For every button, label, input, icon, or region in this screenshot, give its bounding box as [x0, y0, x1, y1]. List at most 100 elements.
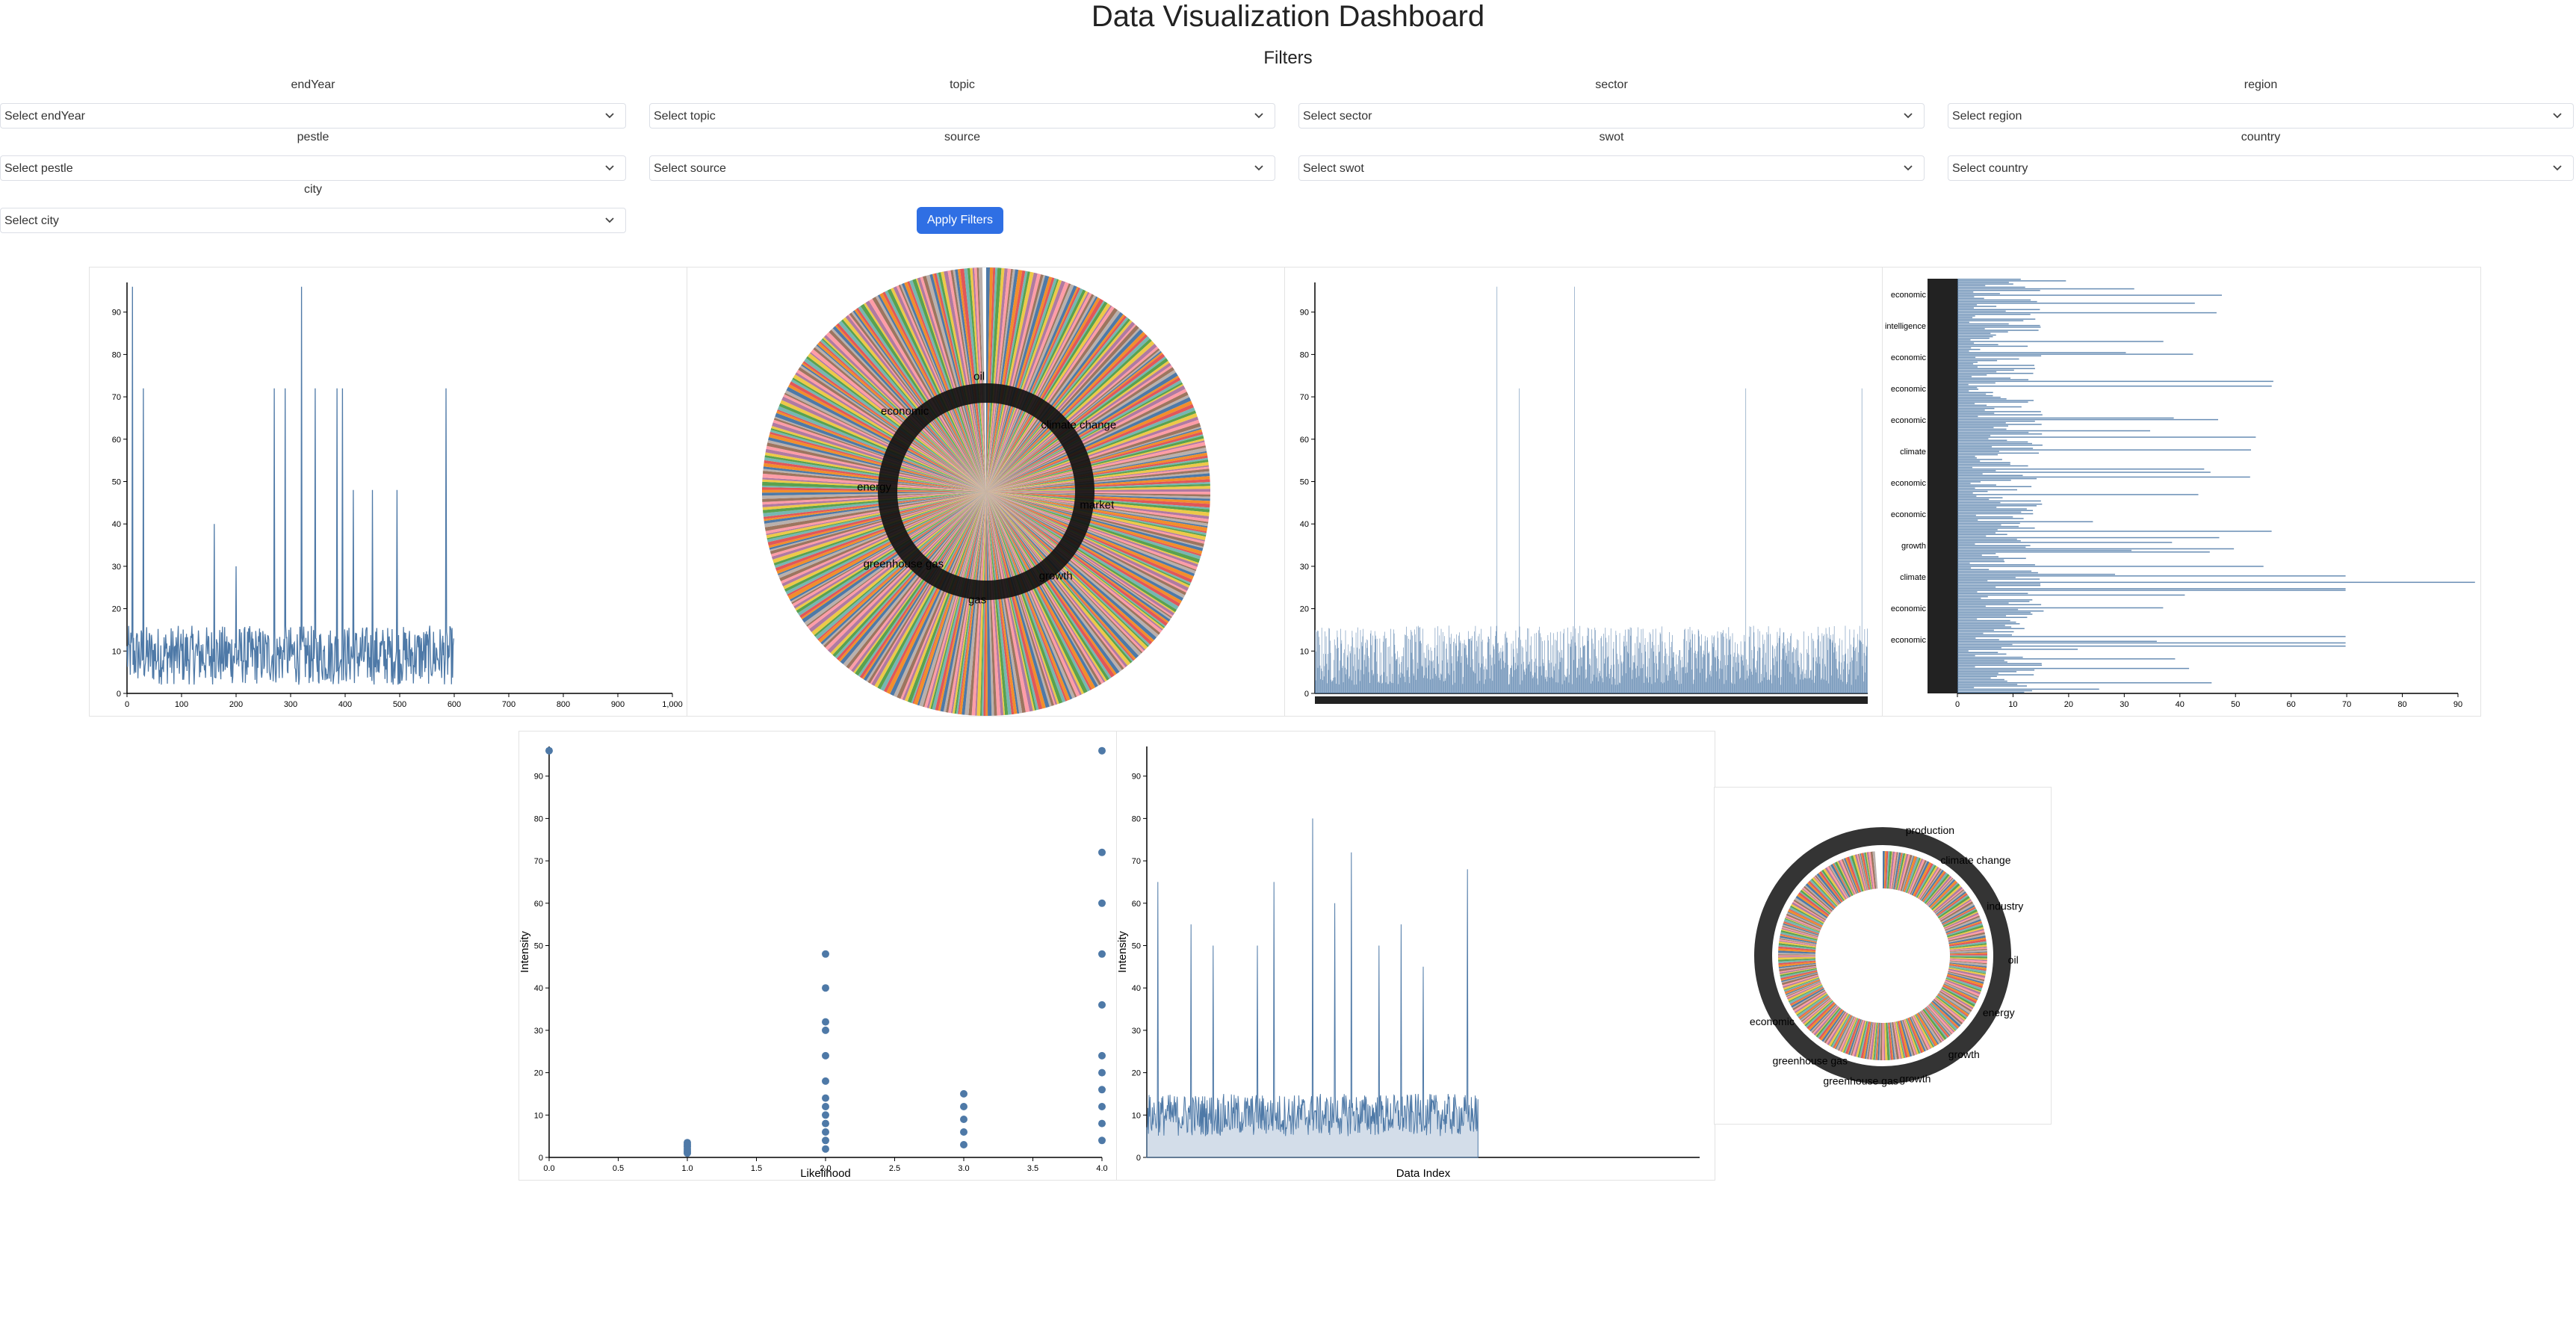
- bar: [1588, 640, 1589, 693]
- pie-slice: [815, 492, 986, 640]
- bar: [1343, 682, 1344, 693]
- bar: [1957, 567, 1972, 569]
- pie-slice: [986, 492, 1095, 690]
- pie-slice: [986, 297, 1100, 492]
- bar: [1841, 662, 1842, 693]
- filter-select-pestle[interactable]: Select pestle: [0, 155, 626, 181]
- bar: [1798, 640, 1799, 693]
- bar: [1438, 678, 1440, 693]
- pie-slice: [986, 492, 1037, 711]
- donut-slice: [1804, 1000, 1833, 1027]
- bar: [1535, 672, 1536, 693]
- bar: [1432, 678, 1434, 693]
- pie-slice: [986, 492, 1136, 661]
- pie-slice: [929, 273, 986, 492]
- x-tick-label: 1,000: [662, 700, 683, 709]
- donut-slice: [1946, 975, 1983, 989]
- bar: [1957, 516, 2013, 518]
- pie-slice: [768, 437, 986, 492]
- bar: [1521, 646, 1523, 693]
- donut-slice: [1866, 1021, 1873, 1060]
- donut-slice: [1788, 909, 1823, 928]
- filter-select-source[interactable]: Select source: [649, 155, 1275, 181]
- bar: [1809, 678, 1810, 693]
- pie-slice: [771, 426, 986, 492]
- pie-slice: [986, 492, 1174, 616]
- pie-slice: [763, 471, 986, 492]
- bar: [1957, 667, 2190, 669]
- bar: [1372, 635, 1373, 693]
- donut-slice: [1893, 1021, 1901, 1060]
- bar: [1435, 673, 1436, 693]
- bar: [1323, 653, 1324, 693]
- bar: [1957, 691, 2025, 693]
- filter-select-value: Select swot: [1303, 162, 1364, 175]
- pie-slice: [762, 492, 986, 510]
- x-tick-label: 0.0: [543, 1164, 554, 1173]
- pie-slice: [986, 492, 1189, 591]
- bar: [1851, 684, 1852, 693]
- bar: [1617, 659, 1619, 693]
- bar: [1474, 673, 1476, 693]
- pie-slice: [848, 314, 986, 492]
- bar: [1818, 656, 1820, 693]
- donut-slice: [1915, 1014, 1934, 1048]
- bar: [1470, 638, 1472, 693]
- bar: [1552, 678, 1553, 693]
- bar: [1538, 667, 1540, 693]
- bar: [1957, 481, 1981, 483]
- bar: [1402, 656, 1404, 693]
- donut-slice: [1857, 1021, 1868, 1058]
- bar: [1753, 625, 1754, 693]
- donut-slice: [1896, 1021, 1906, 1058]
- bar: [1957, 335, 1993, 338]
- filter-select-endYear[interactable]: Select endYear: [0, 103, 626, 129]
- bar: [1532, 675, 1534, 693]
- bar: [1739, 655, 1740, 693]
- filter-select-sector[interactable]: Select sector: [1298, 103, 1925, 129]
- donut-slice: [1907, 1018, 1922, 1054]
- bar: [1848, 674, 1849, 693]
- donut-slice: [1777, 955, 1815, 957]
- bar: [1431, 661, 1433, 693]
- bar: [1679, 650, 1680, 693]
- bar: [1799, 679, 1801, 693]
- filter-select-region[interactable]: Select region: [1948, 103, 2574, 129]
- filter-select-topic[interactable]: Select topic: [649, 103, 1275, 129]
- donut-slice: [1798, 892, 1830, 916]
- donut-slice: [1789, 985, 1824, 1004]
- pie-slice: [986, 492, 1173, 617]
- apply-filters-button[interactable]: Apply Filters: [917, 207, 1003, 234]
- pie-label: gas: [968, 594, 986, 607]
- bar: [1409, 683, 1411, 693]
- pie-label-ring: [878, 383, 1095, 600]
- pie-slice: [840, 492, 986, 664]
- donut-slice: [1850, 1019, 1863, 1056]
- bar: [1559, 652, 1560, 693]
- donut-slice: [1819, 870, 1843, 903]
- donut-slice: [1911, 861, 1930, 896]
- filter-select-country[interactable]: Select country: [1948, 155, 2574, 181]
- bar: [1691, 669, 1692, 693]
- pie-slice: [935, 492, 986, 711]
- bar: [1846, 684, 1847, 693]
- bar: [1529, 645, 1531, 693]
- pie-slice: [986, 492, 1204, 547]
- filter-select-swot[interactable]: Select swot: [1298, 155, 1925, 181]
- pie-slice: [761, 492, 986, 496]
- pie-slice: [798, 367, 986, 492]
- donut-slice: [1808, 1003, 1836, 1031]
- bar: [1426, 645, 1428, 693]
- filter-label-swot: swot: [1599, 131, 1624, 143]
- pie-slice: [898, 284, 986, 492]
- pie-slice: [986, 492, 1210, 497]
- filter-select-city[interactable]: Select city: [0, 208, 626, 233]
- bar: [1399, 664, 1400, 693]
- bar: [1830, 634, 1832, 693]
- donut-slice: [1804, 885, 1833, 911]
- donut-slice: [1913, 1014, 1933, 1049]
- pie-label: economic: [881, 405, 929, 418]
- x-axis-label: Likelihood: [800, 1167, 851, 1180]
- donut-slice: [1943, 982, 1979, 999]
- pie-slice: [832, 492, 986, 658]
